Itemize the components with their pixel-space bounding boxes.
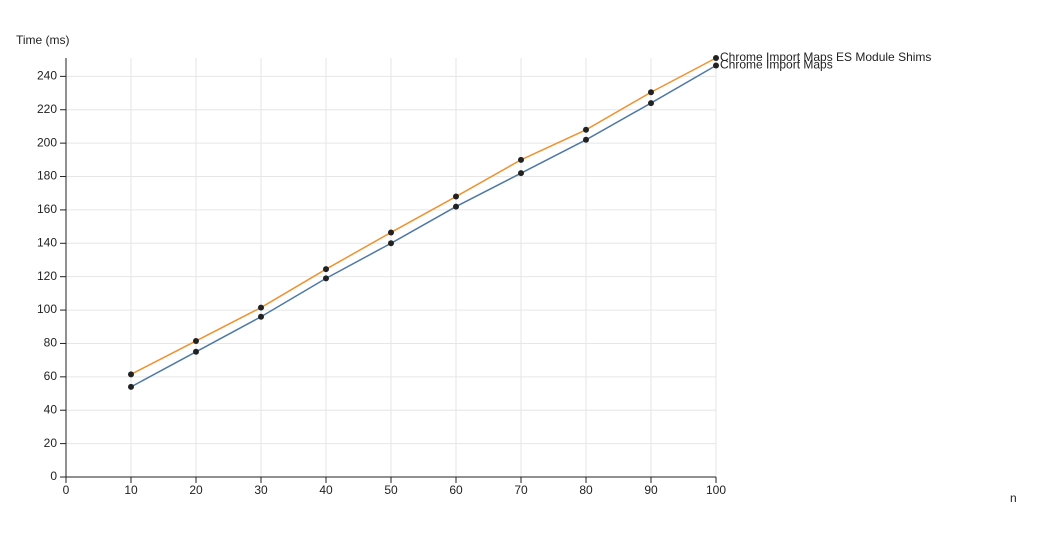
y-tick-label: 240 xyxy=(37,69,57,83)
data-point xyxy=(193,337,199,344)
y-tick-label: 20 xyxy=(44,436,58,450)
y-tick-label: 40 xyxy=(44,402,58,416)
series-line xyxy=(130,64,717,388)
data-point xyxy=(583,136,589,143)
data-point xyxy=(388,240,394,247)
data-point xyxy=(323,275,329,282)
data-point xyxy=(518,170,524,177)
y-tick-label: 0 xyxy=(50,469,57,483)
y-tick-label: 80 xyxy=(44,336,58,350)
x-tick-label: 40 xyxy=(319,483,333,497)
y-tick-label: 140 xyxy=(37,235,57,249)
data-point xyxy=(453,203,459,210)
x-tick-label: 60 xyxy=(449,483,463,497)
legend-label: Chrome Import Maps ES Module Shims xyxy=(720,50,931,64)
x-tick-label: 80 xyxy=(579,483,593,497)
y-tick-label: 160 xyxy=(37,202,57,216)
data-point xyxy=(128,371,134,378)
data-point xyxy=(648,89,654,96)
data-point xyxy=(388,229,394,236)
x-tick-label: 90 xyxy=(644,483,658,497)
series-line xyxy=(130,57,717,376)
data-point xyxy=(713,55,719,61)
data-point xyxy=(258,304,264,311)
data-point xyxy=(518,156,524,163)
y-tick-label: 120 xyxy=(37,269,57,283)
y-tick-label: 200 xyxy=(37,135,57,149)
legend-label: Chrome Import Maps xyxy=(720,58,833,72)
data-point xyxy=(323,266,329,273)
x-tick-label: 30 xyxy=(254,483,268,497)
data-point xyxy=(193,348,199,355)
y-tick-label: 100 xyxy=(37,302,57,316)
y-tick-label: 220 xyxy=(37,102,57,116)
data-point xyxy=(713,62,719,69)
y-tick-label: 60 xyxy=(44,369,58,383)
data-point xyxy=(258,313,264,320)
y-tick-label: 180 xyxy=(37,169,57,183)
x-axis-label: n xyxy=(1010,491,1017,505)
data-point xyxy=(583,126,589,133)
x-tick-label: 10 xyxy=(124,483,138,497)
data-point xyxy=(128,383,134,390)
y-axis-label: Time (ms) xyxy=(16,33,70,47)
x-tick-label: 50 xyxy=(384,483,398,497)
data-point xyxy=(648,100,654,107)
x-tick-label: 100 xyxy=(706,483,726,497)
x-tick-label: 0 xyxy=(63,483,70,497)
x-tick-label: 20 xyxy=(189,483,203,497)
x-tick-label: 70 xyxy=(514,483,528,497)
data-point xyxy=(453,193,459,200)
